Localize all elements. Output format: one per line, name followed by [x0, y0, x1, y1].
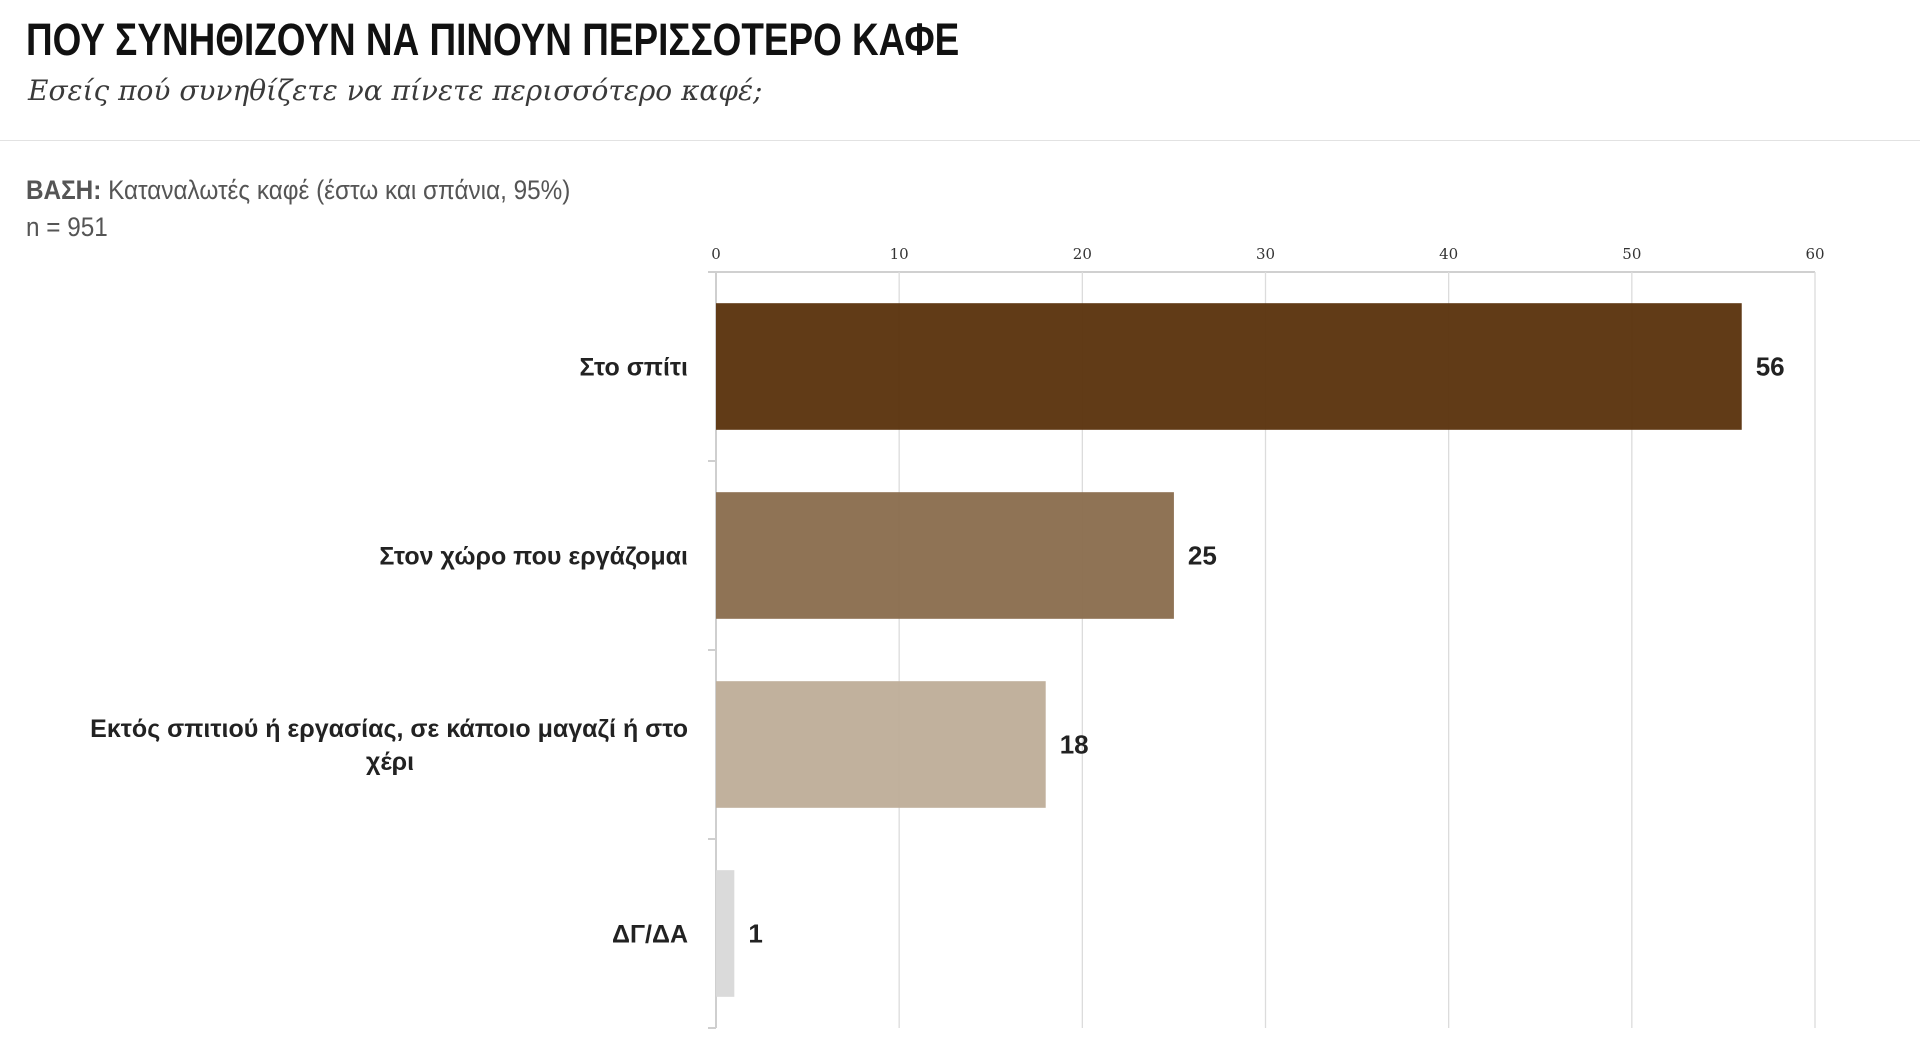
x-tick-label: 20: [1073, 245, 1092, 263]
x-tick-label: 0: [711, 245, 721, 263]
category-label: Στον χώρο που εργάζομαι: [379, 543, 688, 571]
bar-chart: 0 10 20 30 40 50 60 56 Στο σπίτι 25 Στον χώρο που …: [90, 245, 1825, 1029]
category-label: Στο σπίτι: [579, 354, 688, 382]
x-tick-label: 30: [1256, 245, 1275, 263]
base-label: ΒΑΣΗ:: [26, 175, 102, 205]
header-divider: [0, 140, 1920, 141]
chart-subtitle: Εσείς πού συνηθίζετε να πίνετε περισσότε…: [28, 74, 763, 107]
category-label: ΔΓ/ΔΑ: [612, 921, 688, 949]
bar: [716, 492, 1174, 619]
category-label: Εκτός σπιτιού ή εργασίας, σε κάποιο μαγα…: [90, 715, 688, 743]
value-label: 18: [1060, 730, 1089, 760]
x-tick-label: 50: [1622, 245, 1641, 263]
value-label: 1: [748, 919, 762, 949]
base-text: Καταναλωτές καφέ (έστω και σπάνια, 95%): [101, 175, 571, 205]
x-tick-label: 60: [1805, 245, 1824, 263]
value-label: 25: [1188, 541, 1217, 571]
value-label: 56: [1756, 352, 1785, 382]
sample-size: n = 951: [26, 212, 108, 242]
bar: [716, 870, 735, 997]
bar: [716, 681, 1046, 808]
bar: [716, 303, 1742, 430]
x-tick-label: 10: [890, 245, 909, 263]
category-label: χέρι: [366, 748, 414, 776]
base-description: ΒΑΣΗ: Καταναλωτές καφέ (έστω και σπάνια,…: [26, 175, 570, 206]
chart-title: ΠΟΥ ΣΥΝΗΘΙΖΟΥΝ ΝΑ ΠΙΝΟΥΝ ΠΕΡΙΣΣΟΤΕΡΟ ΚΑΦ…: [26, 14, 960, 65]
x-tick-label: 40: [1439, 245, 1458, 263]
